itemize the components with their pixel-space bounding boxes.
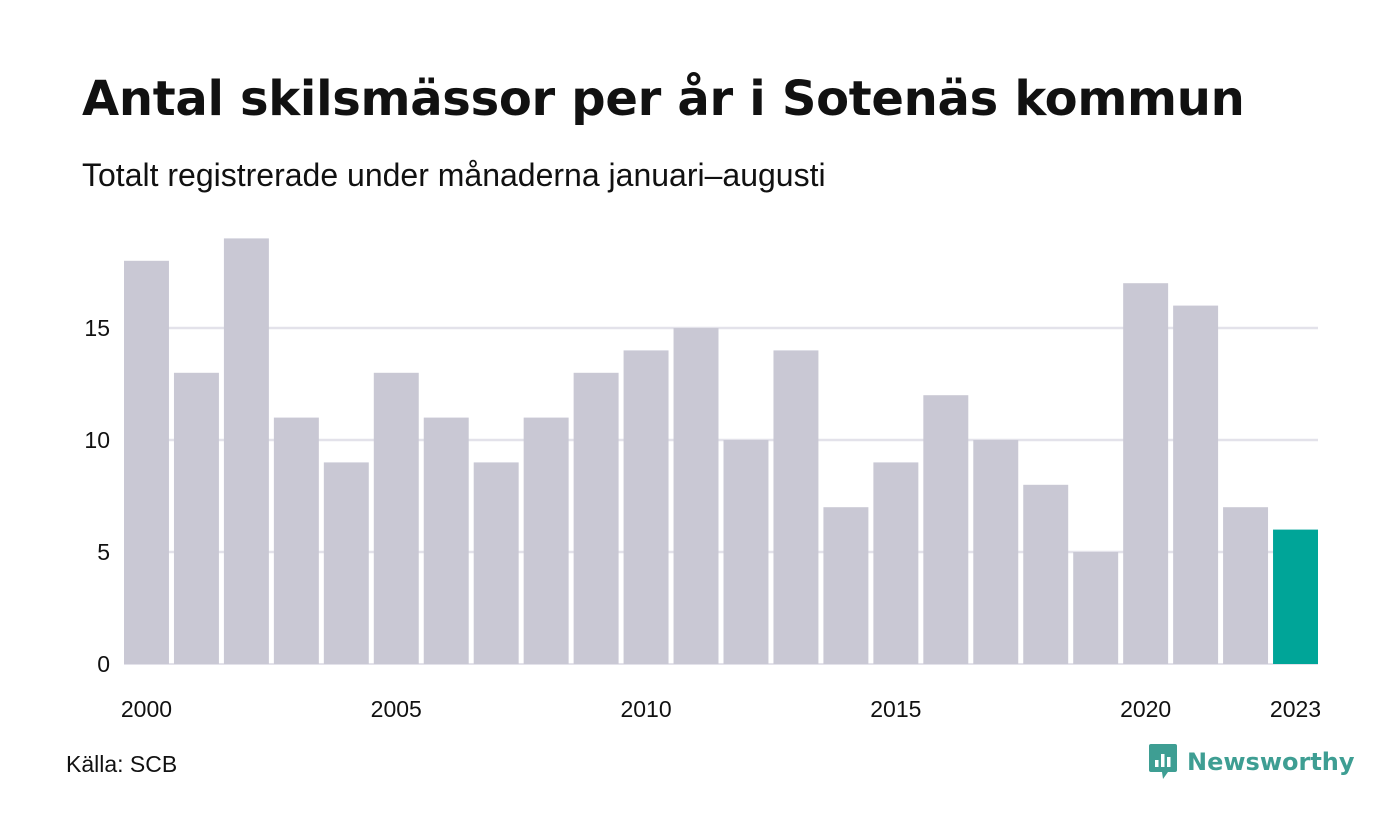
bar-2014 [823, 507, 869, 664]
bar-2009 [573, 372, 619, 664]
chart-title: Antal skilsmässor per år i Sotenäs kommu… [82, 71, 1245, 127]
y-tick-label: 0 [97, 651, 110, 677]
bar-2013 [773, 350, 819, 664]
brand-name: Newsworthy [1187, 748, 1355, 776]
bar-2005 [373, 372, 419, 664]
x-axis-tick-labels: 2000 2005 2010 2015 2020 2023 [121, 696, 1321, 722]
bar-2007 [473, 462, 519, 664]
bar-2012 [723, 440, 769, 664]
bar-2018 [1023, 484, 1069, 664]
source-label: Källa: SCB [66, 751, 178, 777]
bar-2017 [973, 440, 1019, 664]
bar-2022 [1223, 507, 1269, 664]
bar-2008 [523, 417, 569, 664]
bars [124, 238, 1318, 664]
newsworthy-logo: Newsworthy [1148, 742, 1355, 782]
x-tick-label: 2023 [1270, 696, 1321, 722]
bar-2001 [173, 372, 219, 664]
bar-2002 [223, 238, 269, 664]
y-tick-label: 10 [84, 427, 110, 453]
bar-2015 [873, 462, 919, 664]
x-tick-label: 2020 [1120, 696, 1171, 722]
x-tick-label: 2015 [870, 696, 921, 722]
y-tick-label: 15 [84, 315, 110, 341]
bar-2021 [1173, 305, 1219, 664]
chart-subtitle: Totalt registrerade under månaderna janu… [82, 157, 826, 193]
x-tick-label: 2005 [371, 696, 422, 722]
bar-2011 [673, 328, 719, 664]
bar-2003 [273, 417, 319, 664]
y-tick-label: 5 [97, 539, 110, 565]
x-tick-label: 2010 [620, 696, 671, 722]
newsworthy-bar-chart-speech-bubble-icon [1149, 744, 1177, 779]
bar-2004 [323, 462, 369, 664]
bar-2006 [423, 417, 469, 664]
bar-2023 [1273, 529, 1318, 664]
bar-2019 [1073, 552, 1119, 664]
bar-2016 [923, 395, 969, 664]
x-tick-label: 2000 [121, 696, 172, 722]
bar-2010 [623, 350, 669, 664]
bar-2020 [1123, 283, 1169, 664]
gridlines [124, 326, 1318, 665]
bar-2000 [124, 260, 169, 664]
y-axis-tick-labels: 0 5 10 15 [84, 315, 110, 677]
